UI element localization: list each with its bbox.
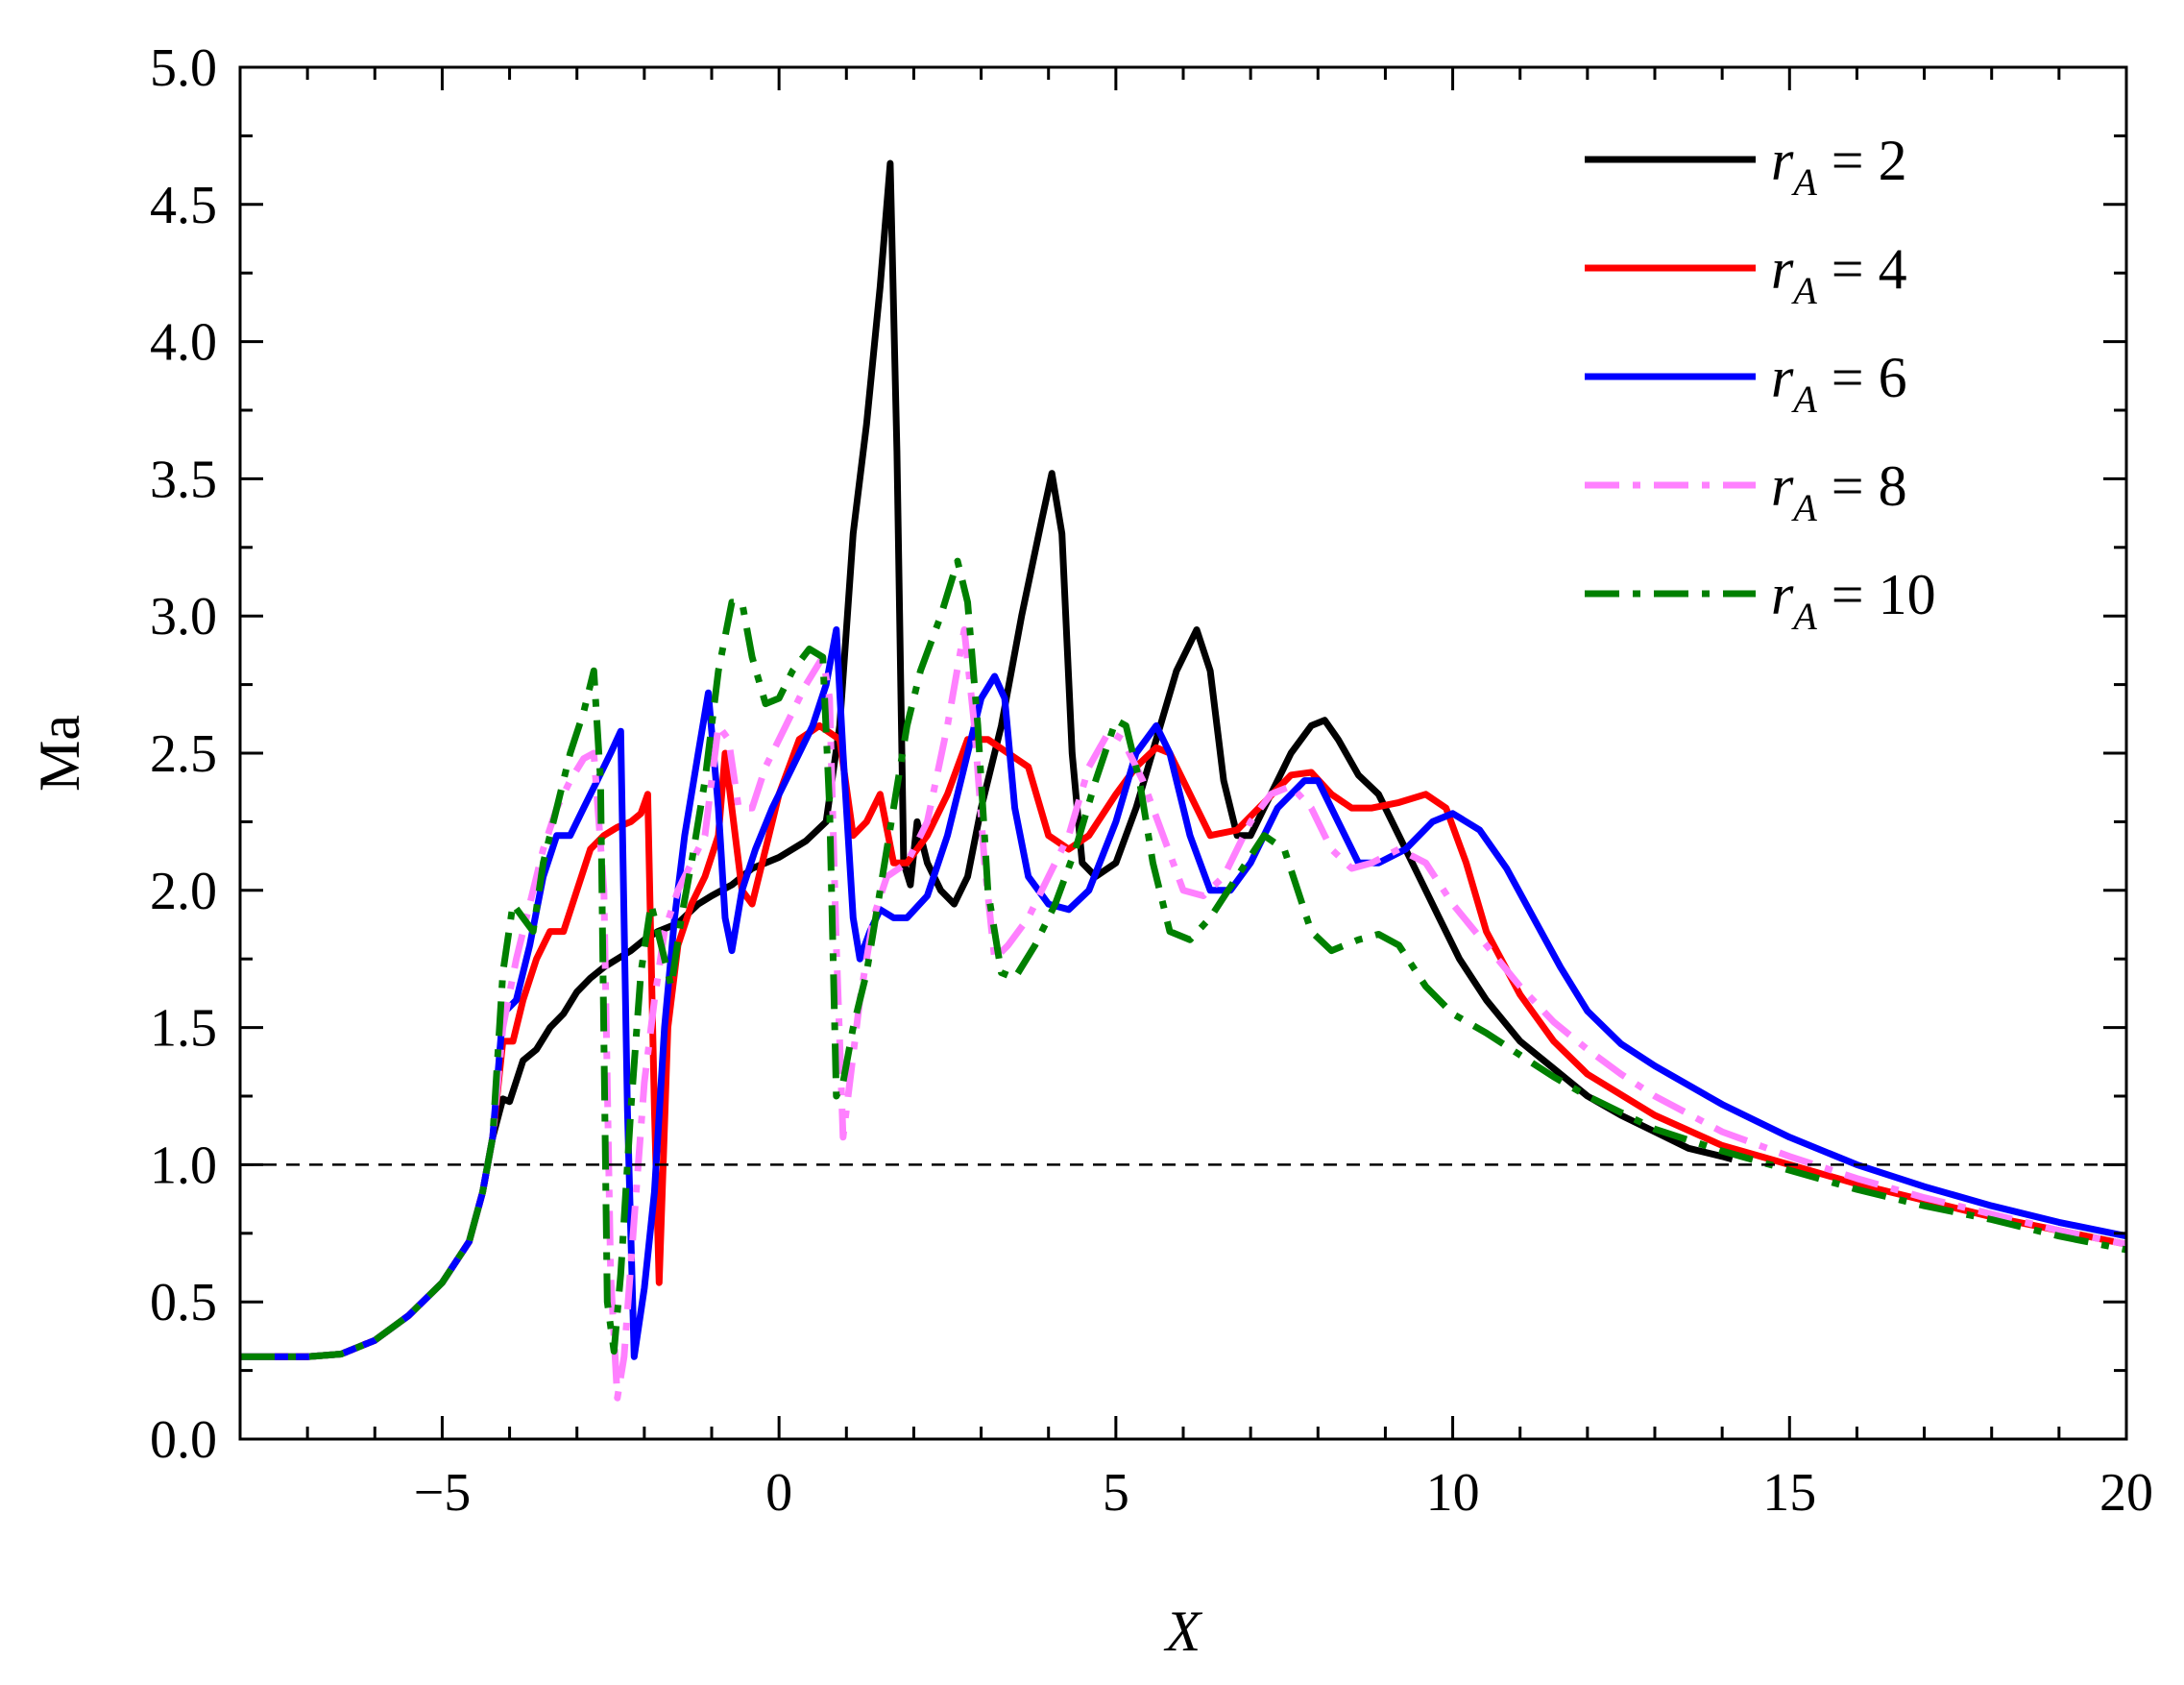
series-line-4 xyxy=(240,626,2126,1402)
x-tick-label: −5 xyxy=(414,1463,472,1523)
y-tick-label: 3.5 xyxy=(150,450,217,509)
x-tick-label: 0 xyxy=(765,1463,792,1523)
y-tick-label: 1.5 xyxy=(150,999,217,1059)
y-tick-label: 0.0 xyxy=(150,1410,217,1470)
legend: rA = 2 rA = 4 rA = 6 rA = 8 rA = 10 xyxy=(1585,129,1936,638)
y-tick-label: 1.0 xyxy=(150,1136,217,1195)
legend-label-4: rA = 8 xyxy=(1771,454,1907,529)
x-tick-label: 15 xyxy=(1762,1463,1816,1523)
legend-label-3: rA = 6 xyxy=(1771,346,1907,421)
series-line-2 xyxy=(240,721,2126,1360)
y-tick-label: 4.5 xyxy=(150,176,217,235)
y-tick-label: 3.0 xyxy=(150,587,217,647)
y-tick-label: 2.0 xyxy=(150,862,217,921)
plot-lines xyxy=(240,159,2126,1402)
x-axis-title: X xyxy=(1164,1600,1203,1663)
axes: −5 0 5 10 15 20 0.0 0.5 1.0 1.5 2.0 2.5 3.0 3.5 4.0 4.5… xyxy=(150,38,2153,1523)
legend-label-2: rA = 4 xyxy=(1771,237,1907,312)
y-axis-title: Ma xyxy=(28,715,91,792)
series-line-3 xyxy=(240,626,2126,1360)
y-tick-label: 0.5 xyxy=(150,1273,217,1332)
y-tick-label: 2.5 xyxy=(150,724,217,784)
legend-label-1: rA = 2 xyxy=(1771,129,1907,204)
x-tick-label: 10 xyxy=(1426,1463,1480,1523)
x-tick-label: 20 xyxy=(2099,1463,2153,1523)
series-line-5 xyxy=(240,557,2126,1360)
series-line-1 xyxy=(240,159,1734,1360)
y-tick-label: 4.0 xyxy=(150,313,217,373)
y-tick-label: 5.0 xyxy=(150,38,217,98)
legend-label-5: rA = 10 xyxy=(1771,563,1936,638)
x-tick-label: 5 xyxy=(1103,1463,1129,1523)
